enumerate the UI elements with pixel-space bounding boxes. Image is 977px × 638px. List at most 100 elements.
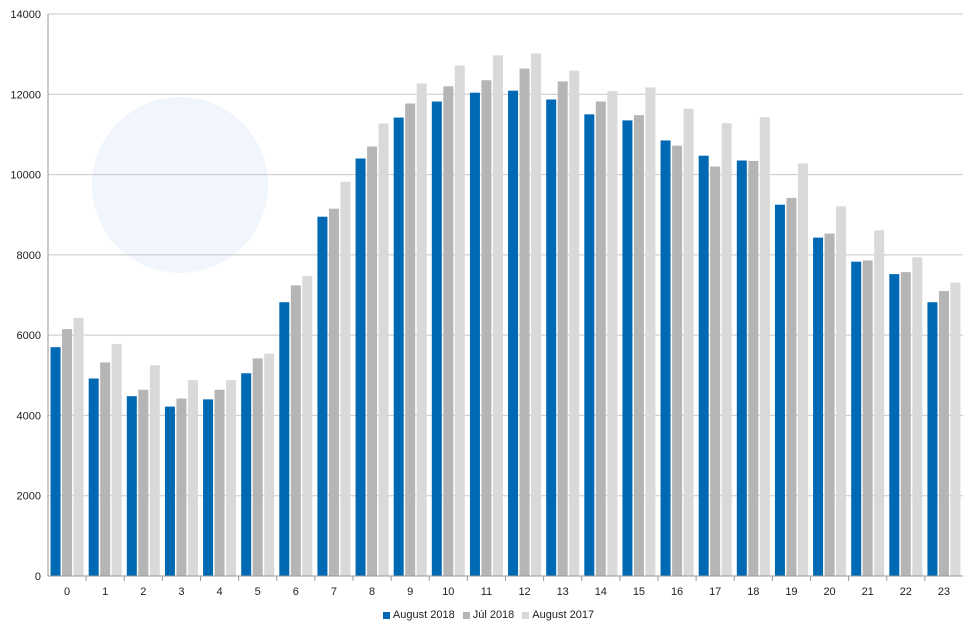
bar-series-2-cat-8 [378,123,389,576]
y-tick-label: 0 [35,571,41,583]
y-tick-label: 12000 [10,89,41,101]
x-tick-label: 18 [747,586,759,598]
legend-item[interactable]: August 2018 [382,609,455,621]
x-tick-label: 9 [407,586,413,598]
legend-item[interactable]: August 2017 [522,609,594,621]
bar-series-1-cat-1 [100,362,111,576]
bar-series-0-cat-4 [203,399,214,576]
bar-series-0-cat-11 [469,92,480,577]
bar-series-1-cat-0 [62,329,73,576]
x-tick-label: 5 [255,586,261,598]
x-tick-label: 1 [102,586,108,598]
axes [47,14,963,581]
x-tick-label: 20 [823,586,835,598]
bar-series-2-cat-12 [531,53,542,576]
bar-series-1-cat-16 [672,145,683,576]
y-tick-label: 8000 [17,250,41,262]
bar-series-1-cat-12 [519,68,530,576]
bar-series-1-cat-11 [481,80,492,576]
bar-series-0-cat-7 [317,216,328,576]
bar-series-2-cat-20 [836,206,847,576]
bar-series-1-cat-20 [824,233,835,576]
bar-series-1-cat-17 [710,166,721,577]
legend-swatch [382,611,390,619]
legend-item[interactable]: Júl 2018 [462,609,514,621]
bar-series-1-cat-6 [290,285,301,576]
bar-series-1-cat-13 [557,81,568,576]
bar-series-1-cat-2 [138,389,149,576]
bar-series-2-cat-6 [302,276,313,576]
bar-series-2-cat-3 [187,380,198,576]
bar-series-0-cat-21 [851,261,862,576]
x-tick-label: 7 [331,586,337,598]
bar-series-2-cat-0 [73,317,84,576]
bar-series-0-cat-3 [164,406,175,576]
bar-series-2-cat-10 [454,65,465,576]
y-tick-label: 4000 [17,410,41,422]
y-tick-label: 14000 [10,9,41,21]
x-tick-label: 16 [671,586,683,598]
bar-series-2-cat-7 [340,181,351,576]
bar-series-1-cat-4 [214,389,225,576]
legend-label: August 2018 [392,609,455,621]
bars [50,53,961,577]
x-tick-label: 0 [64,586,70,598]
bar-series-2-cat-17 [721,123,732,576]
bar-series-1-cat-21 [862,260,873,576]
bar-series-1-cat-23 [938,290,949,576]
y-tick-label: 2000 [17,491,41,503]
bar-series-0-cat-0 [50,347,61,576]
bar-series-2-cat-15 [645,87,656,576]
bar-series-1-cat-9 [405,103,416,577]
bar-series-1-cat-5 [252,358,263,576]
x-tick-label: 4 [217,586,223,598]
x-tick-label: 10 [442,586,454,598]
bar-series-2-cat-1 [111,343,122,576]
bar-series-0-cat-23 [927,302,938,576]
bar-series-2-cat-9 [416,83,427,576]
bar-series-2-cat-16 [683,108,694,576]
bar-series-0-cat-15 [622,120,633,576]
bar-series-1-cat-14 [595,101,606,577]
bar-series-2-cat-22 [912,257,923,576]
bar-series-1-cat-15 [633,115,644,576]
bar-series-2-cat-5 [264,353,275,576]
legend-label: August 2017 [532,609,595,621]
bar-series-2-cat-21 [874,230,885,576]
bar-series-0-cat-20 [813,237,824,577]
bar-series-2-cat-19 [797,163,808,576]
watermark [92,97,268,273]
x-tick-label: 2 [140,586,146,598]
bar-series-0-cat-9 [393,117,404,576]
x-tick-label: 21 [862,586,874,598]
bar-series-1-cat-22 [900,272,911,576]
bar-series-0-cat-1 [88,378,99,576]
bar-series-0-cat-10 [431,101,442,577]
x-tick-label: 17 [709,586,721,598]
legend: August 2018 Júl 2018 August 2017 [0,609,977,622]
bar-series-1-cat-18 [748,160,759,576]
bar-series-0-cat-16 [660,140,671,576]
y-tick-label: 10000 [10,170,41,182]
x-tick-label: 12 [518,586,530,598]
bar-series-2-cat-23 [950,282,961,576]
bar-series-2-cat-2 [149,365,160,576]
y-tick-label: 6000 [17,330,41,342]
x-tick-label: 3 [178,586,184,598]
bar-series-1-cat-19 [786,197,797,576]
legend-swatch [522,611,530,619]
x-tick-label: 19 [785,586,797,598]
bar-series-1-cat-8 [367,146,378,576]
bar-series-0-cat-6 [279,302,290,576]
bar-series-0-cat-18 [736,160,747,576]
gridlines [48,13,963,497]
y-tick-labels: 0 2000 4000 6000 8000 10000 12000 14000 [10,9,41,583]
x-tick-label: 13 [557,586,569,598]
bar-series-0-cat-8 [355,158,366,576]
bar-series-0-cat-12 [508,90,519,577]
bar-series-1-cat-3 [176,398,187,576]
bar-series-1-cat-10 [443,86,454,576]
x-tick-label: 23 [938,586,950,598]
bar-series-2-cat-11 [492,55,503,576]
